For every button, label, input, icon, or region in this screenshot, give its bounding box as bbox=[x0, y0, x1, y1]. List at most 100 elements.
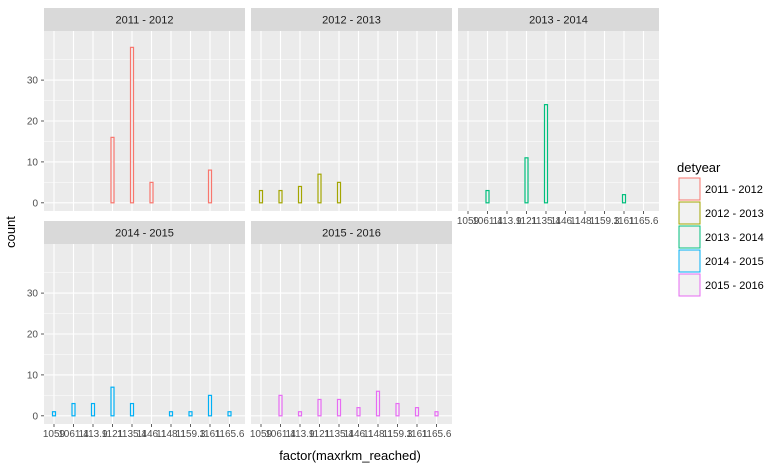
bar-2012-2013-1113-9 bbox=[297, 185, 303, 204]
y-tick-label: 10 bbox=[27, 370, 39, 381]
y-tick-label: 0 bbox=[32, 411, 38, 422]
x-tick-label: 1148.1 bbox=[363, 429, 393, 440]
facet-strip-label: 2014 - 2015 bbox=[115, 228, 174, 240]
x-tick-label: 1148.1 bbox=[570, 216, 600, 227]
bar-2013-2014-1161 bbox=[621, 194, 627, 204]
x-tick-label: 1059 bbox=[457, 216, 480, 227]
x-tick-label: 1135.4 bbox=[117, 429, 147, 440]
x-tick-label: 1159.3 bbox=[176, 429, 206, 440]
bar-2013-2014-1121 bbox=[524, 157, 529, 204]
legend-key-2011-2012 bbox=[678, 177, 701, 201]
x-tick-label: 1121 bbox=[102, 429, 124, 440]
bar-2014-2015-1061-4 bbox=[71, 402, 76, 417]
bar-2011-2012-1161 bbox=[207, 169, 213, 204]
facet-strip bbox=[251, 8, 452, 31]
x-tick-label: 1113.9 bbox=[285, 429, 315, 440]
bar-2014-2015-1159-3 bbox=[188, 411, 193, 417]
facet-panel-2014-2015: 2014 - 2015010203010591061.41113.9112111… bbox=[27, 221, 245, 440]
x-tick-label: 1165.6 bbox=[422, 429, 452, 440]
bar-2015-2016-1148-1 bbox=[375, 390, 381, 417]
x-tick-label: 1161 bbox=[613, 216, 635, 227]
y-tick-label: 0 bbox=[32, 198, 38, 209]
x-tick-label: 1146.1 bbox=[137, 429, 167, 440]
facet-strip bbox=[44, 221, 245, 244]
x-tick-label: 1059 bbox=[250, 429, 273, 440]
bar-2014-2015-1059 bbox=[51, 411, 57, 417]
bar-2014-2015-1165-6 bbox=[227, 411, 232, 417]
facet-panel-2012-2013: 2012 - 2013 bbox=[251, 8, 452, 211]
x-tick-label: 1159.3 bbox=[590, 216, 620, 227]
x-tick-label: 1113.9 bbox=[78, 429, 108, 440]
bar-2012-2013-1059 bbox=[258, 189, 264, 204]
legend-key-2012-2013 bbox=[678, 201, 701, 225]
x-tick-label: 1146.1 bbox=[344, 429, 374, 440]
bar-2013-2014-1135-4 bbox=[543, 104, 549, 204]
x-tick-label: 1121 bbox=[516, 216, 538, 227]
bar-2015-2016-1159-3 bbox=[395, 402, 400, 417]
y-tick-label: 20 bbox=[27, 117, 39, 128]
bar-2011-2012-1121 bbox=[110, 136, 115, 204]
bar-2012-2013-1121 bbox=[317, 173, 322, 204]
bar-2014-2015-1121 bbox=[110, 386, 115, 417]
legend-key-2014-2015 bbox=[678, 249, 701, 273]
x-tick-label: 1135.4 bbox=[324, 429, 354, 440]
bar-2015-2016-1165-6 bbox=[434, 411, 439, 417]
y-tick-label: 30 bbox=[27, 289, 39, 300]
bar-2012-2013-1061-4 bbox=[278, 189, 283, 204]
bar-2014-2015-1113-9 bbox=[90, 402, 96, 417]
facet-strip bbox=[458, 8, 659, 31]
x-tick-label: 1059 bbox=[43, 429, 66, 440]
bar-2011-2012-1146-1 bbox=[149, 181, 154, 204]
y-tick-label: 20 bbox=[27, 330, 39, 341]
y-tick-label: 10 bbox=[27, 157, 39, 168]
bar-2015-2016-1146-1 bbox=[356, 407, 361, 417]
x-tick-label: 1146.1 bbox=[551, 216, 581, 227]
bar-2014-2015-1161 bbox=[207, 394, 213, 417]
facet-strip-label: 2011 - 2012 bbox=[116, 15, 174, 27]
legend-key-2015-2016 bbox=[678, 273, 701, 297]
x-tick-label: 1121 bbox=[309, 429, 331, 440]
bar-2015-2016-1121 bbox=[317, 398, 322, 417]
x-tick-label: 1061.4 bbox=[58, 429, 89, 440]
x-tick-label: 1161 bbox=[199, 429, 221, 440]
legend-label: 2013 - 2014 bbox=[705, 232, 764, 244]
bar-2014-2015-1148-1 bbox=[168, 411, 174, 417]
facet-strip-label: 2012 - 2013 bbox=[322, 15, 381, 27]
legend-label: 2014 - 2015 bbox=[705, 256, 764, 268]
facet-panels: 2011 - 2012 0 10 20 30 2012 - 2013 2013 - 2014… bbox=[27, 8, 659, 440]
facet-strip bbox=[251, 221, 452, 244]
legend: detyear 2011 - 2012 2012 - 2013 2013 - 201… bbox=[677, 160, 764, 297]
bar-2013-2014-1061-4 bbox=[485, 189, 490, 204]
facet-panel-2013-2014: 2013 - 201410591061.41113.911211135.4114… bbox=[457, 8, 659, 227]
facet-strip-label: 2013 - 2014 bbox=[529, 15, 588, 27]
facet-strip bbox=[44, 8, 245, 31]
x-tick-label: 1113.9 bbox=[492, 216, 522, 227]
facet-strip-label: 2015 - 2016 bbox=[322, 228, 381, 240]
bar-2011-2012-1135-4 bbox=[129, 46, 135, 204]
bar-2015-2016-1135-4 bbox=[336, 398, 342, 417]
x-tick-label: 1061.4 bbox=[472, 216, 503, 227]
y-axis-title: count bbox=[3, 216, 18, 248]
facet-panel-2015-2016: 2015 - 201610591061.41113.911211135.4114… bbox=[250, 221, 452, 440]
x-tick-label: 1061.4 bbox=[265, 429, 296, 440]
x-tick-label: 1159.3 bbox=[383, 429, 413, 440]
bar-2015-2016-1061-4 bbox=[278, 394, 283, 417]
bar-2015-2016-1113-9 bbox=[297, 411, 303, 417]
x-tick-label: 1161 bbox=[406, 429, 428, 440]
legend-title: detyear bbox=[677, 160, 721, 175]
x-tick-label: 1135.4 bbox=[531, 216, 561, 227]
x-tick-label: 1165.6 bbox=[215, 429, 245, 440]
facet-panel-2011-2012: 2011 - 2012 0 10 20 30 bbox=[27, 8, 245, 211]
legend-label: 2011 - 2012 bbox=[705, 184, 763, 196]
y-tick-label: 30 bbox=[27, 76, 39, 87]
x-tick-label: 1148.1 bbox=[156, 429, 186, 440]
x-tick-label: 1165.6 bbox=[629, 216, 659, 227]
legend-key-2013-2014 bbox=[678, 225, 701, 249]
bar-2012-2013-1135-4 bbox=[336, 181, 342, 204]
bar-2015-2016-1161 bbox=[414, 407, 420, 417]
legend-label: 2015 - 2016 bbox=[705, 280, 764, 292]
x-axis-title: factor(maxrkm_reached) bbox=[279, 448, 421, 463]
bar-2014-2015-1135-4 bbox=[129, 402, 135, 417]
legend-label: 2012 - 2013 bbox=[705, 208, 764, 220]
